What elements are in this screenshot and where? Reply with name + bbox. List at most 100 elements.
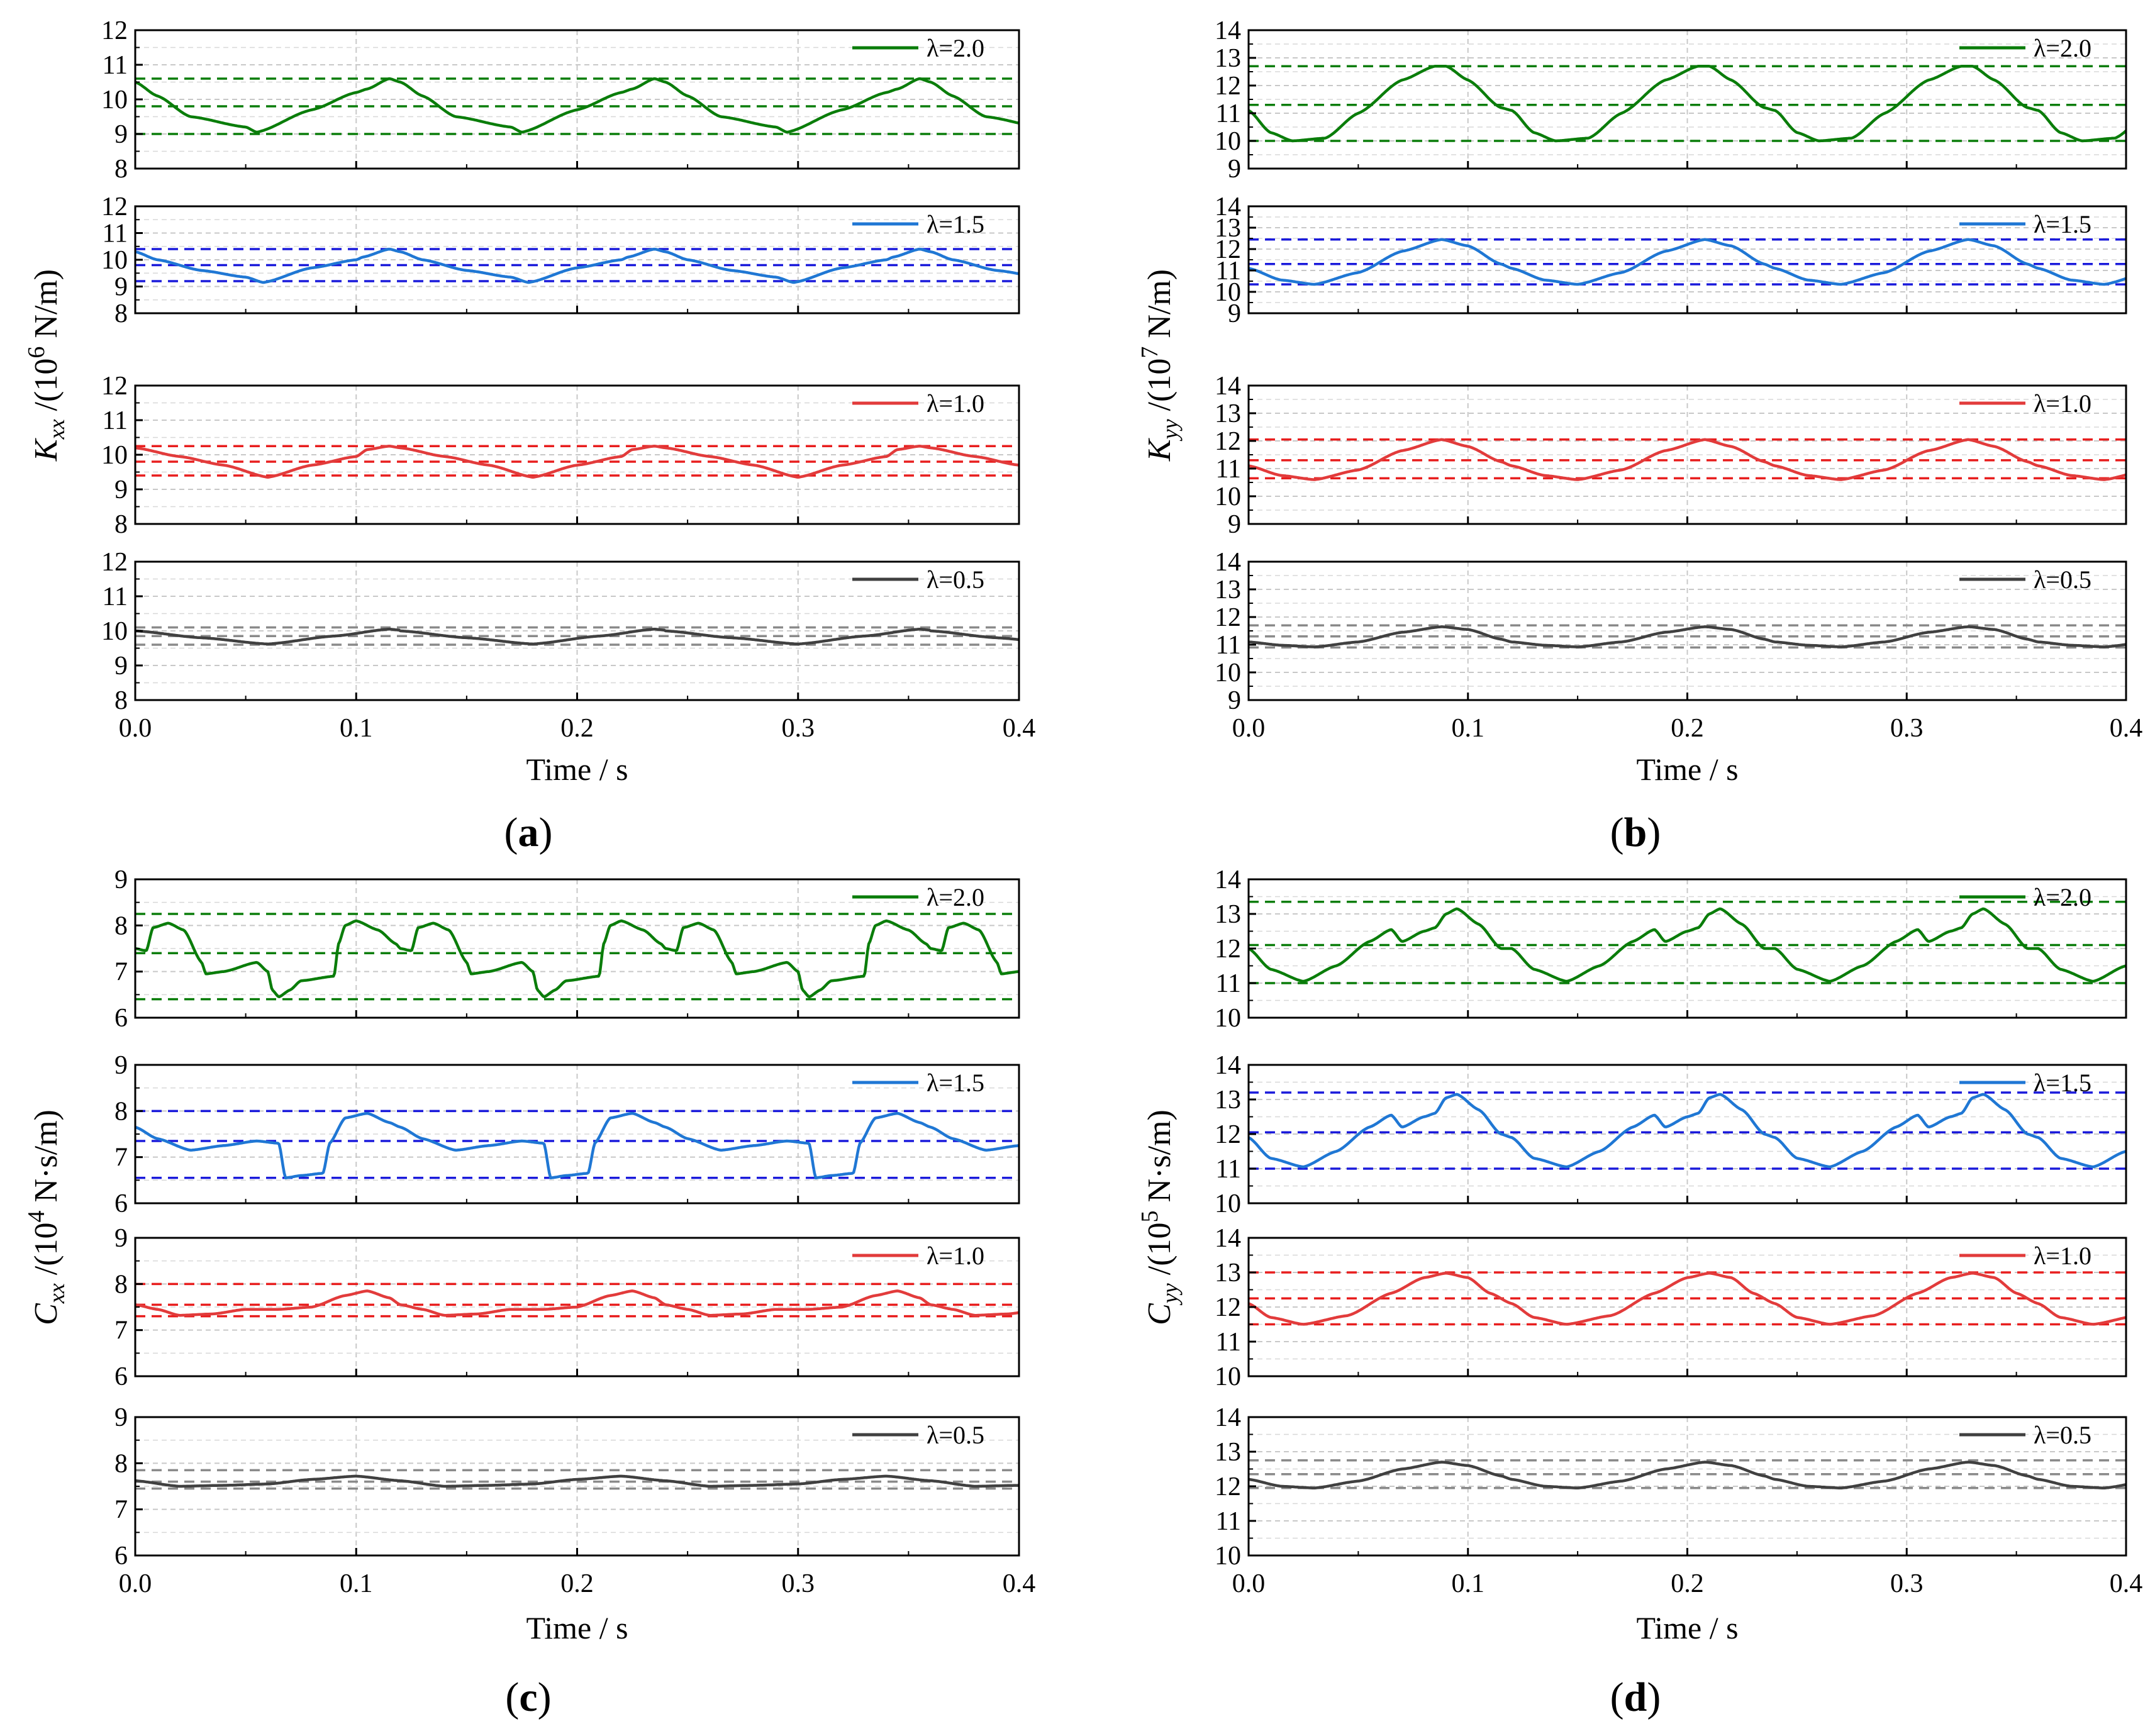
y-tick-label: 7 bbox=[114, 1496, 128, 1525]
y-tick-label: 10 bbox=[1215, 1004, 1241, 1033]
y-axis-subscript: yy bbox=[1157, 1283, 1183, 1305]
y-tick-label: 14 bbox=[1215, 1224, 1241, 1253]
x-tick-label: 0.3 bbox=[1890, 1569, 1924, 1598]
panel-letter-char: c bbox=[519, 1674, 537, 1720]
x-tick-label: 0.2 bbox=[560, 1569, 594, 1598]
y-tick-label: 12 bbox=[1215, 935, 1241, 964]
series-line bbox=[1247, 1093, 2127, 1169]
y-tick-label: 12 bbox=[101, 372, 128, 401]
y-axis-exponent: 5 bbox=[1137, 1210, 1163, 1222]
subplot-4: 10 11 12 13 14 λ=0.5 bbox=[1215, 1403, 2127, 1571]
x-tick-label: 0.1 bbox=[340, 714, 373, 743]
y-tick-label: 12 bbox=[1215, 603, 1241, 632]
series-line bbox=[135, 247, 1020, 284]
x-tick-label: 0.4 bbox=[2110, 1569, 2143, 1598]
y-tick-label: 14 bbox=[1215, 865, 1241, 894]
y-tick-label: 10 bbox=[101, 246, 128, 275]
y-tick-label: 11 bbox=[1216, 99, 1241, 128]
series-line bbox=[135, 919, 1020, 999]
subplot-1: 10 11 12 13 14 λ=2.0 bbox=[1215, 865, 2127, 1033]
x-tick-label: 0.1 bbox=[340, 1569, 373, 1598]
y-tick-label: 7 bbox=[114, 958, 128, 987]
x-tick-label: 0.2 bbox=[1671, 714, 1704, 743]
series-line bbox=[1248, 438, 2127, 481]
panel-letter: (a) bbox=[504, 810, 553, 855]
y-tick-label: 13 bbox=[1215, 214, 1241, 243]
y-tick-label: 8 bbox=[114, 1097, 128, 1126]
subplot-3: 10 11 12 13 14 λ=1.0 bbox=[1215, 1224, 2127, 1391]
y-tick-label: 12 bbox=[1215, 72, 1241, 101]
y-tick-label: 11 bbox=[103, 406, 128, 435]
y-axis-title: Kyy /(107 N/m) bbox=[1137, 269, 1183, 462]
y-tick-label: 9 bbox=[114, 865, 128, 894]
series-line bbox=[1247, 64, 2127, 143]
panel-letter: (c) bbox=[505, 1674, 551, 1720]
x-tick-label: 0.2 bbox=[1671, 1569, 1704, 1598]
y-tick-label: 9 bbox=[114, 1403, 128, 1432]
y-tick-label: 12 bbox=[1215, 1472, 1241, 1501]
y-tick-label: 13 bbox=[1215, 1259, 1241, 1288]
y-axis-subscript: xx bbox=[44, 419, 69, 440]
subplot-4: 6 7 8 9 λ=0.5 bbox=[114, 1403, 1020, 1571]
x-tick-label: 0.1 bbox=[1452, 714, 1485, 743]
y-axis-unit-tail: N·s/m) bbox=[1142, 1110, 1178, 1210]
x-tick-label: 0.0 bbox=[119, 1569, 152, 1598]
x-axis-title: Time / s bbox=[526, 752, 628, 787]
y-tick-label: 10 bbox=[1215, 1542, 1241, 1571]
y-tick-label: 8 bbox=[114, 299, 128, 328]
y-tick-label: 10 bbox=[101, 86, 128, 114]
legend-label: λ=1.5 bbox=[927, 1069, 984, 1097]
x-tick-label: 0.3 bbox=[1890, 714, 1924, 743]
x-tick-label: 0.4 bbox=[1003, 714, 1036, 743]
legend-label: λ=0.5 bbox=[927, 1421, 984, 1449]
y-axis-symbol: K bbox=[28, 438, 64, 462]
y-tick-label: 10 bbox=[1215, 278, 1241, 307]
legend-label: λ=2.0 bbox=[927, 34, 984, 62]
y-tick-label: 14 bbox=[1215, 192, 1241, 221]
y-axis-title: Kxx /(106 N/m) bbox=[23, 269, 69, 462]
y-tick-label: 9 bbox=[114, 120, 128, 149]
series-line bbox=[135, 1111, 1020, 1179]
y-tick-label: 6 bbox=[114, 1004, 128, 1033]
y-tick-label: 6 bbox=[114, 1362, 128, 1391]
y-tick-label: 10 bbox=[101, 441, 128, 470]
y-tick-label: 9 bbox=[114, 273, 128, 302]
y-axis-subscript: xx bbox=[44, 1283, 69, 1304]
x-tick-label: 0.3 bbox=[782, 1569, 815, 1598]
x-tick-label: 0.1 bbox=[1452, 1569, 1485, 1598]
x-tick-label: 0.3 bbox=[782, 714, 815, 743]
y-tick-label: 8 bbox=[114, 911, 128, 940]
legend-label: λ=1.0 bbox=[927, 1242, 984, 1270]
x-tick-label: 0.4 bbox=[2110, 714, 2143, 743]
series-line bbox=[1248, 238, 2127, 286]
y-tick-label: 13 bbox=[1215, 399, 1241, 428]
series-line bbox=[1247, 907, 2127, 983]
panel-letter-paren-close: ) bbox=[538, 1674, 552, 1720]
subplot-1: 8 9 10 11 12 λ=2.0 bbox=[101, 16, 1020, 184]
panel-letter-paren-close: ) bbox=[1647, 1674, 1661, 1720]
x-tick-label: 0.4 bbox=[1003, 1569, 1036, 1598]
x-axis-title: Time / s bbox=[1636, 1610, 1738, 1645]
y-axis-exponent: 6 bbox=[23, 347, 50, 359]
y-axis-unit-tail: N·s/m) bbox=[28, 1110, 64, 1210]
y-axis-unit: /(10 bbox=[28, 1222, 64, 1283]
y-tick-label: 14 bbox=[1215, 372, 1241, 401]
subplot-2: 10 11 12 13 14 λ=1.5 bbox=[1215, 1051, 2127, 1218]
y-tick-label: 14 bbox=[1215, 1051, 1241, 1080]
y-axis-symbol: C bbox=[28, 1303, 64, 1325]
series-line bbox=[1248, 625, 2127, 648]
y-tick-label: 14 bbox=[1215, 1403, 1241, 1432]
y-tick-label: 6 bbox=[114, 1542, 128, 1571]
y-tick-label: 9 bbox=[1228, 510, 1241, 539]
y-tick-label: 11 bbox=[103, 582, 128, 611]
y-tick-label: 9 bbox=[1228, 299, 1241, 328]
x-tick-label: 0.0 bbox=[119, 714, 152, 743]
y-tick-label: 10 bbox=[1215, 1189, 1241, 1218]
series-line bbox=[135, 445, 1020, 479]
legend-label: λ=2.0 bbox=[927, 883, 984, 911]
y-tick-label: 12 bbox=[1215, 235, 1241, 264]
y-tick-label: 8 bbox=[114, 686, 128, 715]
